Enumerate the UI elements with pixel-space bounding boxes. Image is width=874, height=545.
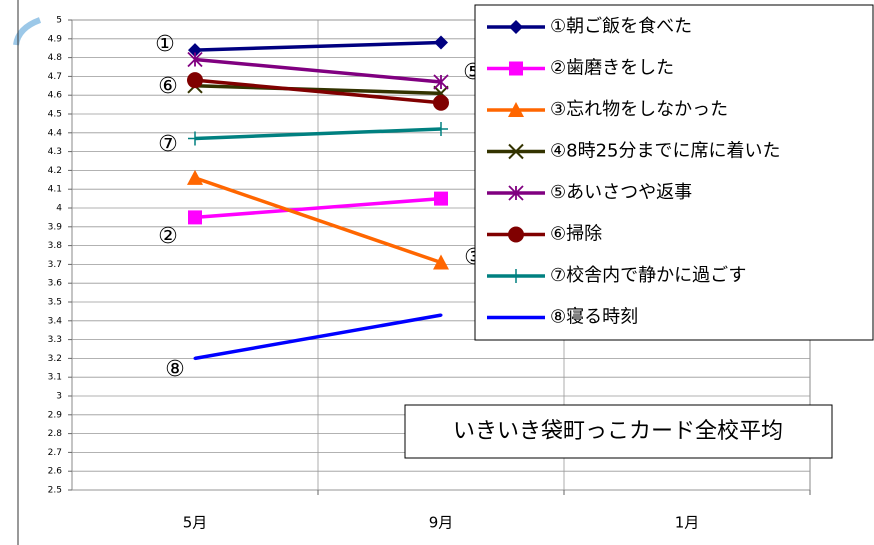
marker bbox=[508, 143, 524, 160]
series-line bbox=[194, 127, 442, 141]
marker bbox=[509, 61, 523, 76]
y-tick-label: 4.4 bbox=[48, 128, 63, 138]
x-tick-label: 9月 bbox=[429, 514, 454, 532]
y-tick-label: 3.4 bbox=[48, 316, 63, 326]
marker bbox=[187, 51, 203, 68]
series-line bbox=[194, 313, 442, 361]
marker bbox=[439, 313, 443, 317]
series-line bbox=[194, 57, 442, 84]
marker bbox=[509, 269, 523, 283]
annotation: ⑥ bbox=[158, 74, 178, 99]
y-tick-label: 4.1 bbox=[48, 185, 62, 195]
marker bbox=[188, 131, 202, 146]
y-tick-label: 3.6 bbox=[48, 279, 63, 289]
y-tick-label: 3.3 bbox=[48, 335, 62, 345]
annotation: ⑦ bbox=[158, 132, 178, 157]
y-tick-label: 4.2 bbox=[48, 166, 62, 176]
y-tick-label: 4.3 bbox=[48, 147, 62, 157]
legend-label: ③忘れ物をしなかった bbox=[550, 99, 728, 120]
y-tick-label: 3.9 bbox=[48, 222, 63, 232]
y-tick-label: 3.1 bbox=[48, 373, 62, 383]
y-tick-label: 2.6 bbox=[48, 467, 63, 477]
legend-label: ⑤あいさつや返事 bbox=[550, 182, 692, 203]
marker bbox=[508, 185, 524, 201]
x-tick-label: 1月 bbox=[675, 514, 700, 532]
marker bbox=[188, 43, 202, 58]
y-tick-label: 3.5 bbox=[48, 298, 62, 308]
series-lines bbox=[187, 35, 449, 361]
annotation: ⑧ bbox=[165, 357, 185, 382]
y-tick-label: 5 bbox=[56, 16, 62, 26]
y-tick-label: 4.8 bbox=[48, 53, 63, 63]
marker bbox=[188, 210, 202, 225]
legend-label: ⑧寝る時刻 bbox=[550, 307, 638, 328]
legend-label: ⑦校舎内で静かに過ごす bbox=[550, 265, 746, 286]
legend-label: ①朝ご飯を食べた bbox=[550, 16, 692, 37]
decoration bbox=[13, 17, 42, 46]
marker bbox=[433, 94, 449, 111]
marker bbox=[508, 102, 524, 117]
marker bbox=[434, 35, 448, 50]
y-tick-label: 4.5 bbox=[48, 110, 62, 120]
legend-box bbox=[474, 4, 874, 341]
y-tick-label: 3.2 bbox=[48, 354, 62, 364]
marker bbox=[433, 74, 449, 90]
y-tick-label: 4.6 bbox=[48, 91, 63, 101]
marker bbox=[187, 169, 203, 185]
y-tick-label: 2.5 bbox=[48, 486, 62, 496]
y-tick-label: 2.8 bbox=[48, 429, 63, 439]
marker bbox=[508, 226, 524, 243]
chart-title: いきいき袋町っこカード全校平均 bbox=[453, 419, 783, 444]
y-tick-label: 4.9 bbox=[48, 34, 63, 44]
y-tick-label: 3.7 bbox=[48, 260, 62, 270]
annotation: ① bbox=[155, 32, 175, 57]
legend: ①朝ご飯を食べた ②歯磨きをした ③忘れ物をしなかった ④8時25分までに席に着いた ⑤… bbox=[474, 4, 874, 341]
y-tick-label: 3 bbox=[56, 392, 62, 402]
y-tick-label: 2.9 bbox=[48, 410, 63, 420]
legend-label: ②歯磨きをした bbox=[550, 58, 674, 79]
marker bbox=[193, 356, 197, 360]
marker bbox=[509, 20, 523, 34]
marker bbox=[434, 122, 448, 137]
x-tick-label: 5月 bbox=[183, 514, 208, 532]
annotation: ② bbox=[158, 224, 178, 249]
title-box bbox=[404, 404, 833, 459]
legend-label: ⑥掃除 bbox=[550, 224, 602, 245]
y-tick-label: 4.7 bbox=[48, 72, 62, 82]
legend-label: ④8時25分までに席に着いた bbox=[550, 141, 781, 162]
marker bbox=[187, 72, 203, 89]
series-line bbox=[194, 84, 442, 96]
series-line bbox=[194, 196, 442, 220]
series-line bbox=[194, 40, 442, 52]
marker bbox=[433, 254, 449, 270]
series-line bbox=[194, 176, 442, 265]
y-tick-label: 4 bbox=[56, 204, 62, 214]
y-tick-label: 2.7 bbox=[48, 448, 62, 458]
marker bbox=[434, 191, 448, 206]
series-line bbox=[194, 78, 442, 105]
y-tick-label: 3.8 bbox=[48, 241, 63, 251]
